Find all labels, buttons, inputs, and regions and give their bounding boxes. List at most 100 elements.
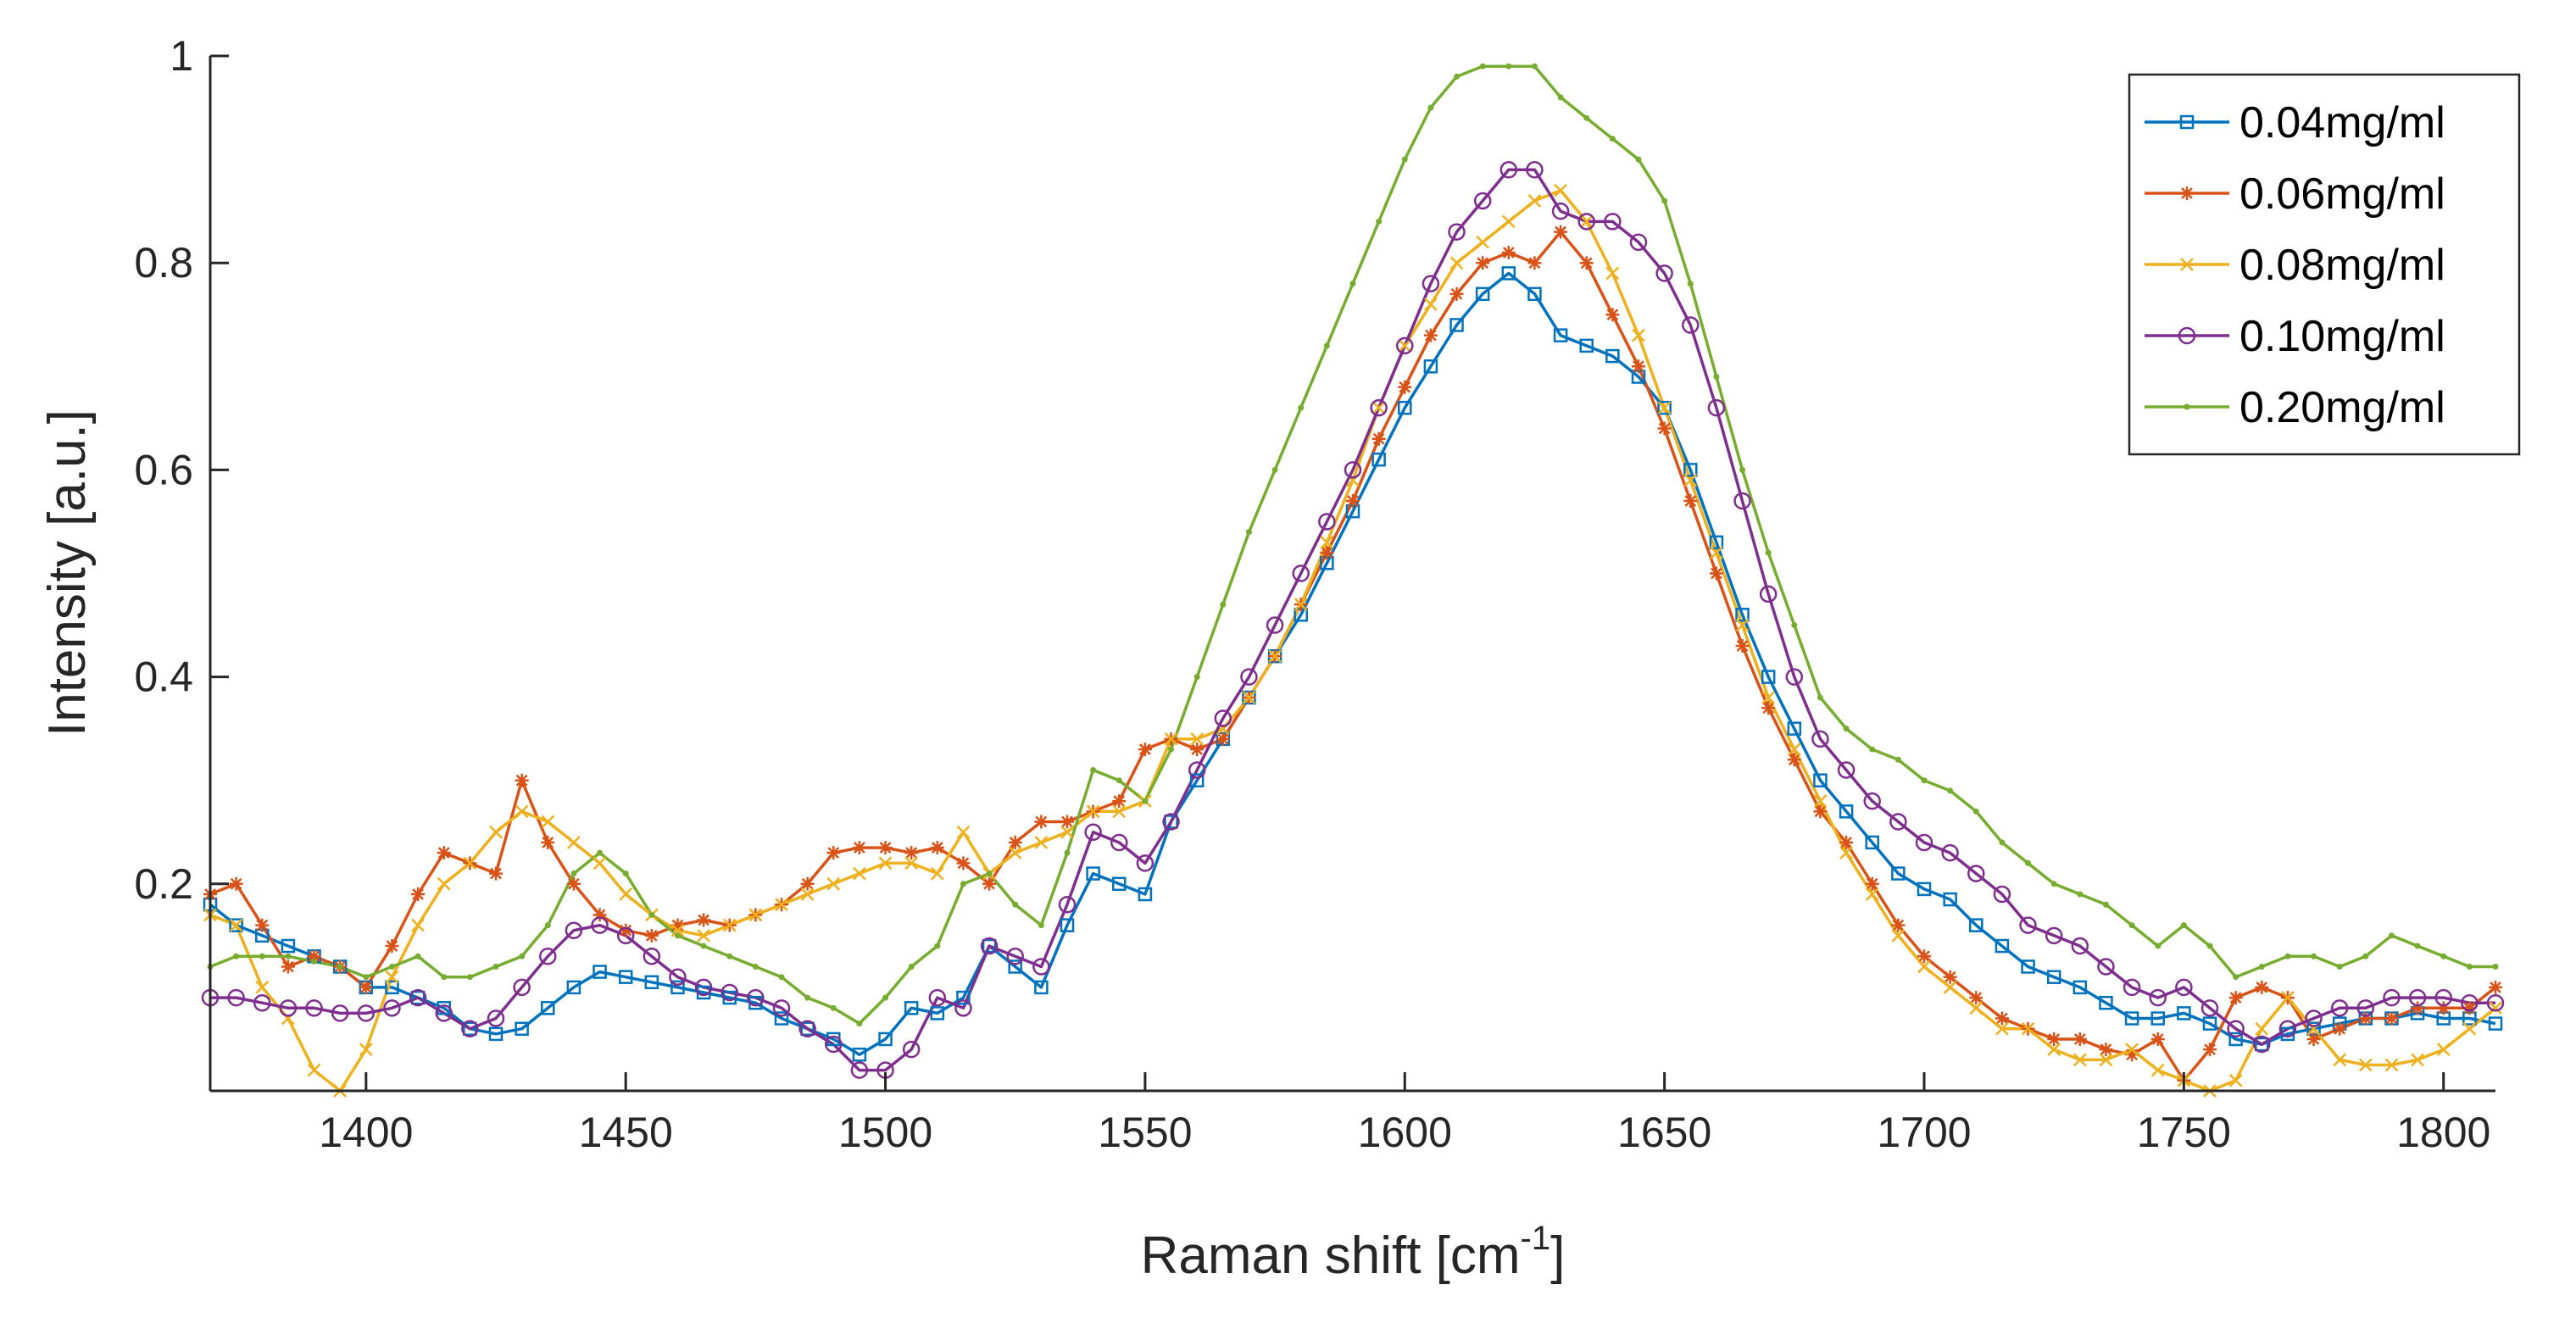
data-point	[1479, 63, 1486, 70]
series-line-3	[210, 168, 2495, 1072]
data-point	[1142, 798, 1149, 804]
data-point	[307, 1063, 321, 1077]
data-point	[2311, 953, 2317, 959]
data-point	[2128, 922, 2135, 929]
data-point	[2255, 980, 2269, 994]
data-point	[1427, 104, 1434, 111]
data-point	[2203, 1043, 2217, 1057]
data-point	[1863, 792, 1881, 810]
data-point	[541, 815, 555, 829]
data-point	[1941, 843, 1959, 862]
data-point	[1164, 815, 1178, 829]
x-axis-title-main: Raman shift [cm	[1141, 1226, 1521, 1285]
data-point	[2253, 1035, 2271, 1054]
data-point	[487, 1009, 505, 1027]
data-point	[722, 918, 737, 932]
data-point	[281, 938, 296, 954]
x-axis-title-superscript: -1	[1521, 1220, 1551, 1257]
data-point	[2050, 881, 2057, 887]
data-point	[619, 887, 633, 901]
data-point	[747, 988, 765, 1007]
data-point	[800, 1021, 815, 1036]
data-point	[1791, 622, 1798, 629]
data-point	[1449, 286, 1464, 301]
data-point	[570, 870, 577, 877]
data-point	[2228, 1073, 2243, 1087]
data-point	[1245, 529, 1252, 536]
data-point	[463, 856, 477, 870]
data-point	[1943, 981, 1957, 994]
data-point	[1266, 616, 1284, 634]
x-tick-label: 1600	[1358, 1109, 1452, 1156]
data-point	[513, 978, 531, 997]
data-point	[1190, 731, 1205, 746]
data-point	[1579, 256, 1594, 270]
data-point	[1527, 194, 1542, 208]
data-point	[233, 953, 240, 959]
data-point	[2071, 937, 2089, 955]
data-point	[414, 953, 421, 959]
data-point	[1759, 585, 1778, 603]
data-point	[982, 876, 997, 891]
data-point	[930, 866, 944, 881]
data-point	[1761, 670, 1776, 684]
data-point	[1086, 866, 1100, 881]
data-point	[1993, 885, 2011, 904]
data-point	[1531, 63, 1538, 70]
data-point	[539, 948, 557, 965]
data-point	[1060, 825, 1074, 839]
data-point	[980, 937, 999, 955]
data-point	[2072, 980, 2088, 995]
data-point	[1216, 731, 1230, 746]
y-tick-label: 1	[170, 32, 193, 80]
data-point	[383, 999, 401, 1017]
data-point	[1242, 691, 1256, 704]
data-point	[1785, 668, 1804, 686]
data-point	[411, 918, 425, 932]
data-point	[1454, 73, 1460, 80]
data-point	[2333, 1053, 2347, 1067]
data-point	[2305, 1009, 2323, 1027]
data-point	[1609, 136, 1616, 142]
data-point	[2255, 1037, 2269, 1052]
x-tick-label: 1650	[1617, 1109, 1711, 1156]
data-point	[748, 908, 763, 922]
data-point	[1687, 281, 1694, 287]
data-point	[593, 856, 607, 870]
plot-background	[210, 56, 2495, 1091]
data-point	[1739, 466, 1746, 473]
legend: 0.04mg/ml 0.06mg/ml 0.08mg/ml 0.10mg/ml 0.20…	[2128, 73, 2521, 456]
legend-label-2: 0.08mg/ml	[2239, 241, 2445, 290]
data-point	[1112, 804, 1127, 819]
data-point	[515, 804, 529, 819]
data-point	[2436, 1043, 2451, 1057]
data-point	[908, 963, 915, 970]
x-tick-label: 1450	[579, 1109, 673, 1156]
data-point	[1084, 823, 1102, 841]
data-point	[2202, 1016, 2217, 1031]
data-point	[904, 856, 919, 870]
data-point	[1629, 233, 1648, 252]
series-line-0	[209, 271, 2496, 1057]
data-point	[2099, 995, 2113, 1010]
data-point	[1969, 1001, 1983, 1015]
data-point	[643, 948, 661, 965]
data-point	[1557, 94, 1564, 101]
data-point	[1423, 328, 1438, 342]
data-point	[1967, 865, 1985, 882]
data-point	[1370, 398, 1388, 417]
series-markers	[201, 63, 2505, 1098]
data-point	[1505, 63, 1512, 70]
data-point	[619, 923, 633, 937]
data-point	[644, 928, 659, 943]
data-point	[1761, 701, 1776, 715]
data-point	[956, 990, 971, 1005]
data-point	[2150, 1011, 2165, 1026]
data-point	[1972, 808, 1979, 815]
data-point	[1193, 674, 1200, 681]
data-point	[2072, 1032, 2087, 1046]
data-point	[2124, 1011, 2139, 1026]
data-point	[1917, 881, 1932, 897]
data-point	[435, 1004, 453, 1022]
data-point	[1579, 338, 1594, 353]
